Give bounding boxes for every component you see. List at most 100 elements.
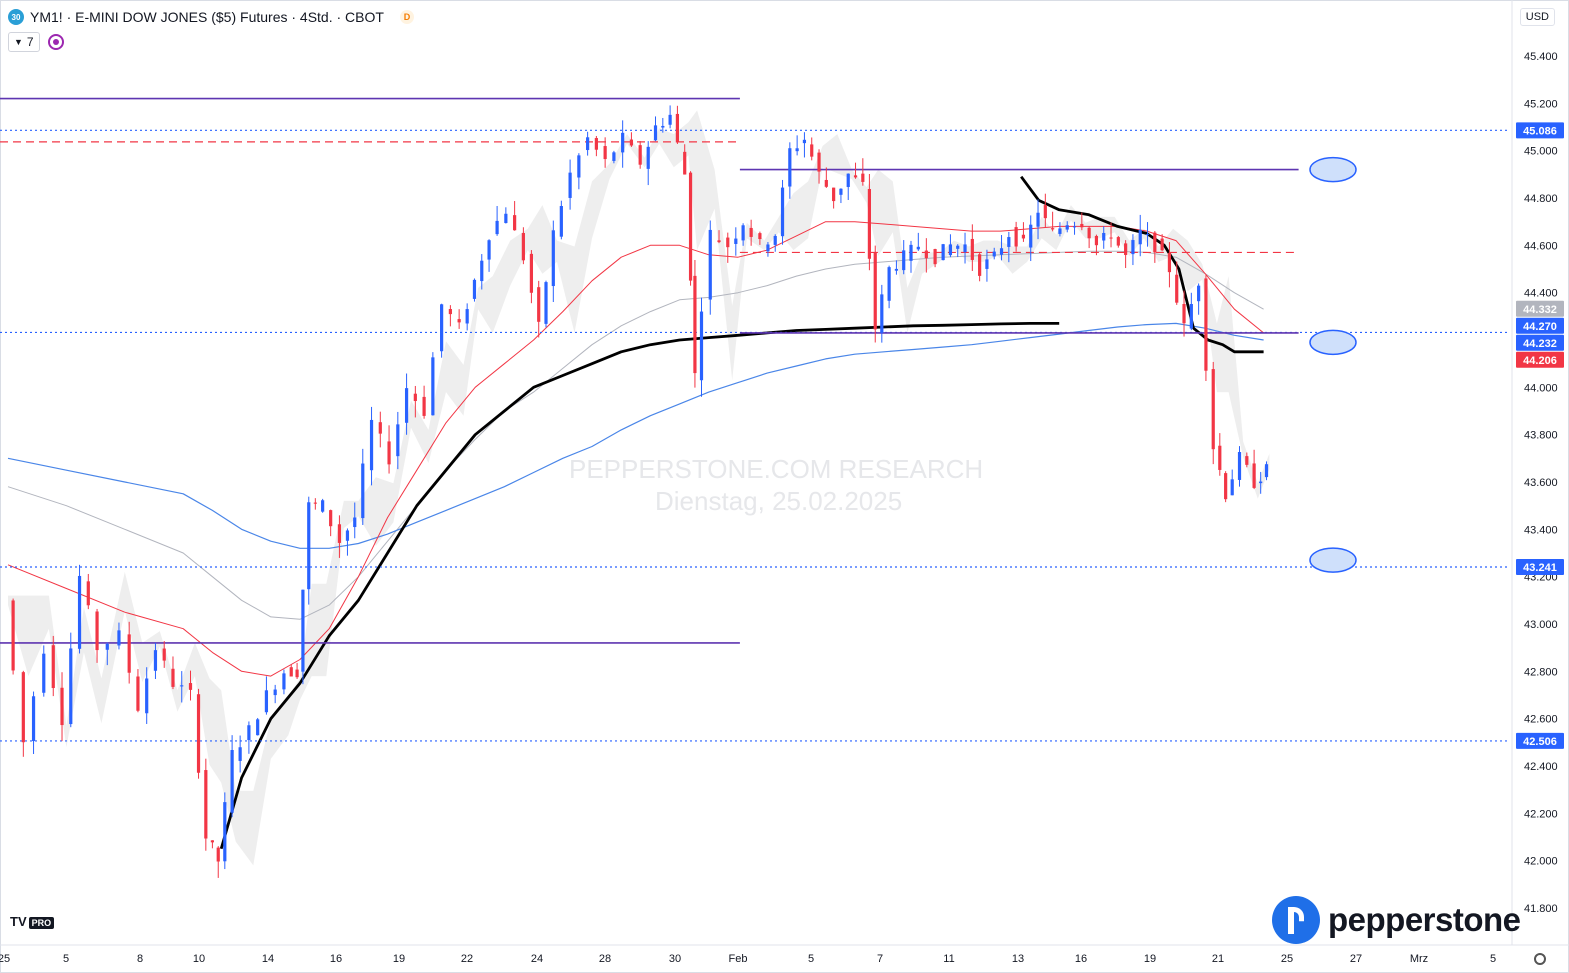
target-ellipse[interactable] [1309,156,1357,183]
candle-body [612,152,616,161]
symbol-title[interactable]: YM1! · E-MINI DOW JONES ($5) Futures · 4… [30,9,384,25]
candle-body [970,238,974,260]
candle-body [873,251,877,330]
symbol-badge[interactable]: 30 [8,9,24,25]
y-tick-label: 44.400 [1524,288,1558,300]
chevron-down-icon: ▼ [14,37,23,47]
currency-button[interactable]: USD [1519,8,1555,26]
candle-body [162,648,166,661]
candle-body [345,530,350,541]
y-tick-label: 42.400 [1524,761,1558,773]
candle-body [586,137,590,151]
candle-body [846,173,850,187]
y-tick-label: 42.000 [1524,856,1558,868]
y-tick-label: 44.800 [1524,193,1558,205]
target-markers[interactable] [1309,156,1357,573]
candle-body [699,311,704,381]
moving-averages [7,175,1264,850]
candle-body [894,268,899,271]
candle-body [1175,274,1179,303]
y-tick-label: 44.600 [1524,240,1558,252]
candle-body [60,687,64,726]
x-tick-label: 28 [599,953,611,965]
y-tick-label: 45.400 [1524,51,1558,63]
candle-body [810,144,814,157]
x-tick-label: 30 [669,953,681,965]
candle-body [802,139,807,144]
price-label-bg [1516,300,1564,317]
candle-body [544,282,548,324]
candle-body [204,770,208,839]
candle-body [1116,237,1120,246]
sync-icon[interactable] [47,34,64,50]
candle-body [653,125,658,141]
candle-body [448,308,452,315]
candle-body [238,747,242,761]
candle-body [766,244,770,252]
candle-body [537,287,541,322]
indicator-toggle-button[interactable]: ▼ 7 [8,32,40,52]
candle-body [264,690,269,713]
candle-body [708,229,712,300]
price-label-text: 45.086 [1523,125,1557,137]
candle-body [256,719,260,736]
x-tick-label: 14 [262,953,274,965]
candle-body [529,253,534,293]
tv-mark: TV [10,914,27,929]
candle-body [321,500,325,512]
y-tick-label: 45.000 [1524,146,1558,158]
candle-body [1204,278,1208,371]
settings-icon[interactable] [1534,953,1546,965]
candle-body [153,650,158,671]
candle-body [1102,232,1106,241]
chart-header: 30 YM1! · E-MINI DOW JONES ($5) Futures … [8,6,414,28]
candle-body [1007,237,1011,247]
candle-body [369,419,374,471]
x-tick-label: 19 [1144,953,1156,965]
y-tick-label: 42.600 [1524,714,1558,726]
x-tick-label: 11 [943,953,954,965]
candle-body [180,685,184,687]
candle-body [247,725,251,741]
candle-body [559,206,563,237]
candle-body [1014,227,1018,247]
y-tick-label: 43.000 [1524,619,1558,631]
candle-body [638,145,642,165]
candle-body [495,220,499,235]
candle-body [387,441,391,465]
y-tick-label: 43.400 [1524,524,1558,536]
candle-body [1021,234,1026,239]
x-tick-label: 19 [393,953,405,965]
ma-black-line-2 [1020,175,1264,354]
candle-body [749,227,753,237]
x-tick-label: 5 [808,953,814,965]
price-label-text: 44.332 [1523,304,1557,316]
candle-body [21,672,25,743]
indicator-row: ▼ 7 [8,32,64,52]
candle-body [487,240,491,260]
candle-body [941,244,945,261]
candle-body [1058,228,1062,234]
y-tick-label: 41.800 [1524,903,1558,915]
horizontal-levels[interactable] [0,97,1510,742]
candle-body [773,235,777,245]
candle-body [861,173,865,182]
candle-body [603,146,607,160]
candle-body [42,653,46,693]
tradingview-logo[interactable]: TV PRO [10,914,55,929]
candle-body [282,673,286,690]
candle-body [465,309,469,324]
candle-body [795,148,799,152]
candle-body [568,172,572,198]
watermark-line2: Dienstag, 25.02.2025 [655,486,903,516]
candle-body [171,668,175,687]
target-ellipse[interactable] [1309,329,1357,356]
price-label-text: 42.506 [1523,736,1557,748]
target-ellipse[interactable] [1309,547,1357,573]
candle-body [396,424,400,457]
candle-body [683,151,687,175]
candle-body [313,502,317,504]
candle-body [963,244,967,253]
candle-body [880,294,884,333]
